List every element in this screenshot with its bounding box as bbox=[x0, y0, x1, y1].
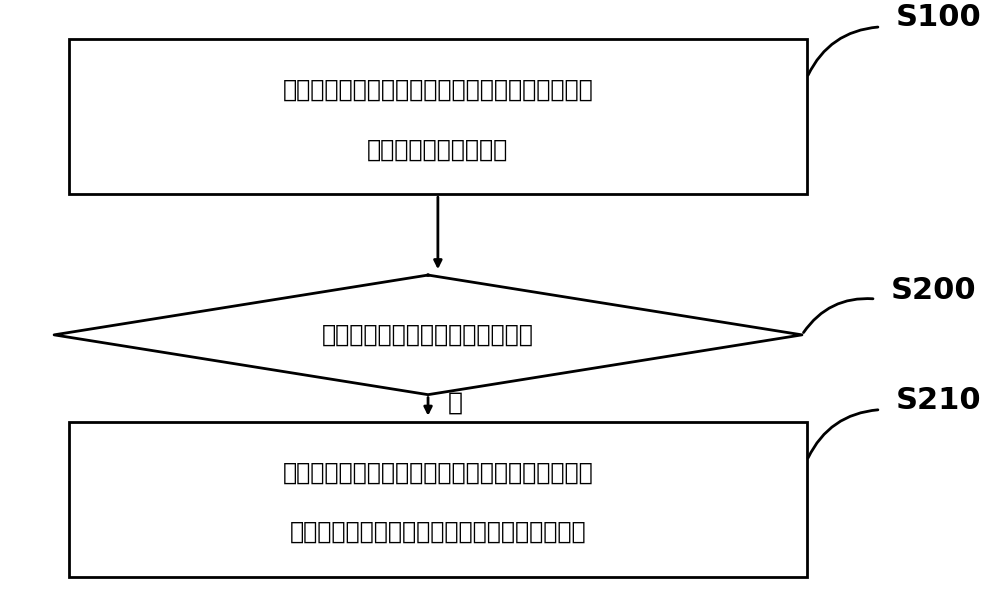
Text: 位置进行指定区域搜寻: 位置进行指定区域搜寻 bbox=[367, 138, 509, 162]
Text: 判断是否成功搜寻出所述指定区域: 判断是否成功搜寻出所述指定区域 bbox=[322, 323, 534, 347]
Text: S210: S210 bbox=[895, 386, 981, 415]
FancyBboxPatch shape bbox=[69, 421, 807, 577]
Text: 是: 是 bbox=[448, 390, 463, 414]
FancyBboxPatch shape bbox=[69, 39, 807, 194]
Text: S200: S200 bbox=[891, 275, 976, 305]
Text: 获取超声图像中的最长边缘线的位置，并根据所述: 获取超声图像中的最长边缘线的位置，并根据所述 bbox=[283, 78, 593, 102]
Text: 将搜寻结果通过指定方式进行合并获得胎儿头围区: 将搜寻结果通过指定方式进行合并获得胎儿头围区 bbox=[283, 460, 593, 484]
Polygon shape bbox=[54, 275, 802, 395]
Text: 域，并根据所述胎儿头围区域计算出胎儿的头围: 域，并根据所述胎儿头围区域计算出胎儿的头围 bbox=[290, 520, 586, 545]
Text: S100: S100 bbox=[895, 4, 981, 32]
